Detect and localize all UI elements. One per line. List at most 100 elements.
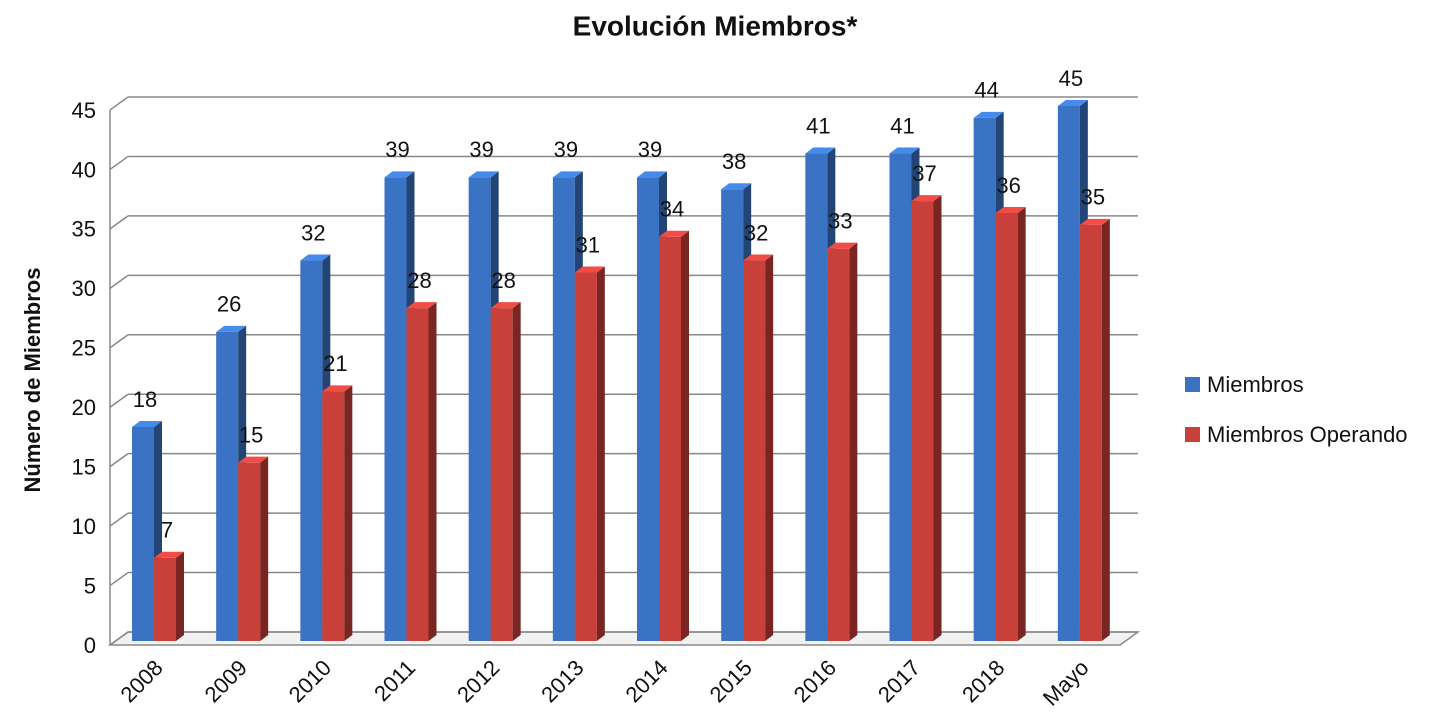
bar-side (1017, 207, 1026, 641)
grid-line-side (109, 571, 129, 587)
data-label: 39 (554, 137, 578, 162)
y-tick-label: 10 (72, 514, 96, 539)
y-tick-label: 25 (72, 336, 96, 361)
bar-top (637, 171, 667, 178)
bar-side (260, 456, 269, 641)
bar-top (911, 195, 942, 202)
bar-top (216, 325, 247, 332)
data-label: 44 (974, 78, 998, 103)
bar-side (1101, 218, 1110, 641)
bar-top (132, 421, 162, 427)
x-tick-label: Mayo (1038, 655, 1094, 711)
y-tick-label: 5 (84, 573, 96, 598)
bar-front (659, 236, 681, 641)
y-tick-label: 35 (72, 217, 96, 242)
bar-side (849, 242, 858, 641)
bar-front (911, 201, 934, 641)
bar-front (154, 557, 176, 641)
bar (1079, 218, 1110, 641)
bar-top (552, 171, 583, 178)
bar (659, 230, 689, 641)
data-label: 21 (323, 351, 347, 376)
x-tick-label: 2010 (284, 655, 336, 707)
data-label: 38 (722, 149, 746, 174)
x-tick-label: 2012 (452, 655, 504, 707)
data-label: 32 (301, 220, 325, 245)
bar-side (681, 230, 689, 641)
data-label: 26 (217, 292, 241, 317)
bar-front (406, 308, 429, 641)
bar-top (300, 254, 331, 261)
bar-front (490, 308, 513, 641)
legend-swatch (1185, 377, 1200, 392)
data-label: 41 (890, 113, 914, 138)
grid-line-side (109, 631, 129, 646)
bar-top (1057, 100, 1088, 106)
x-tick-label: 2008 (115, 655, 167, 707)
data-label: 31 (576, 232, 600, 257)
bar (911, 195, 942, 641)
data-label: 39 (638, 137, 662, 162)
bar-top (384, 171, 415, 178)
bar (995, 207, 1026, 641)
y-tick-label: 20 (72, 395, 96, 420)
bar-front (743, 260, 766, 641)
bar-side (512, 302, 521, 641)
data-label: 39 (469, 137, 493, 162)
y-tick-label: 45 (72, 98, 96, 123)
bar (574, 266, 605, 641)
bar-front (995, 213, 1018, 641)
bar-front (889, 153, 912, 642)
bar-front (216, 331, 239, 641)
data-label: 39 (385, 137, 409, 162)
data-label: 33 (828, 208, 852, 233)
bar-front (805, 153, 828, 642)
bar-front (1079, 224, 1102, 641)
bar (406, 302, 437, 641)
bar-top (490, 302, 521, 309)
bar-top (154, 551, 184, 558)
bar (154, 551, 184, 641)
bar-front (552, 177, 575, 642)
x-tick-label: 2016 (789, 655, 841, 707)
bar-top (973, 111, 1004, 118)
bar-front (468, 177, 491, 642)
bar-side (428, 302, 437, 641)
y-axis-title: Número de Miembros (20, 268, 45, 493)
data-label: 32 (744, 220, 768, 245)
bar-front (1057, 106, 1080, 641)
bar-side (344, 385, 353, 641)
x-tick-label: 2015 (705, 655, 757, 707)
bar-front (322, 391, 345, 641)
bar-top (322, 385, 353, 392)
grid-line-side (109, 215, 129, 230)
bar (827, 242, 858, 641)
data-label: 34 (660, 197, 684, 222)
bar-top (827, 242, 858, 249)
bar (743, 254, 774, 642)
data-label: 45 (1059, 66, 1083, 91)
x-tick-label: 2018 (957, 655, 1009, 707)
bar-top (889, 147, 920, 154)
grid-line-side (109, 155, 129, 171)
x-tick-label: 2009 (200, 655, 252, 707)
bar (238, 456, 269, 641)
bar-front (827, 248, 850, 641)
y-tick-label: 30 (72, 276, 96, 301)
legend-label: Miembros (1207, 372, 1304, 397)
x-tick-label: 2013 (536, 655, 588, 707)
bar-front (384, 177, 407, 642)
data-label: 28 (407, 268, 431, 293)
data-label: 15 (239, 422, 263, 447)
bar-top (743, 254, 774, 261)
bar-front (238, 462, 261, 641)
grid-line-side (109, 334, 129, 349)
grid-line-side (109, 453, 129, 468)
x-tick-label: 2014 (620, 655, 672, 707)
bar-front (721, 189, 744, 641)
data-label: 7 (161, 518, 173, 543)
grid-line-side (109, 512, 129, 527)
legend-swatch (1185, 427, 1200, 442)
y-tick-label: 40 (72, 157, 96, 182)
